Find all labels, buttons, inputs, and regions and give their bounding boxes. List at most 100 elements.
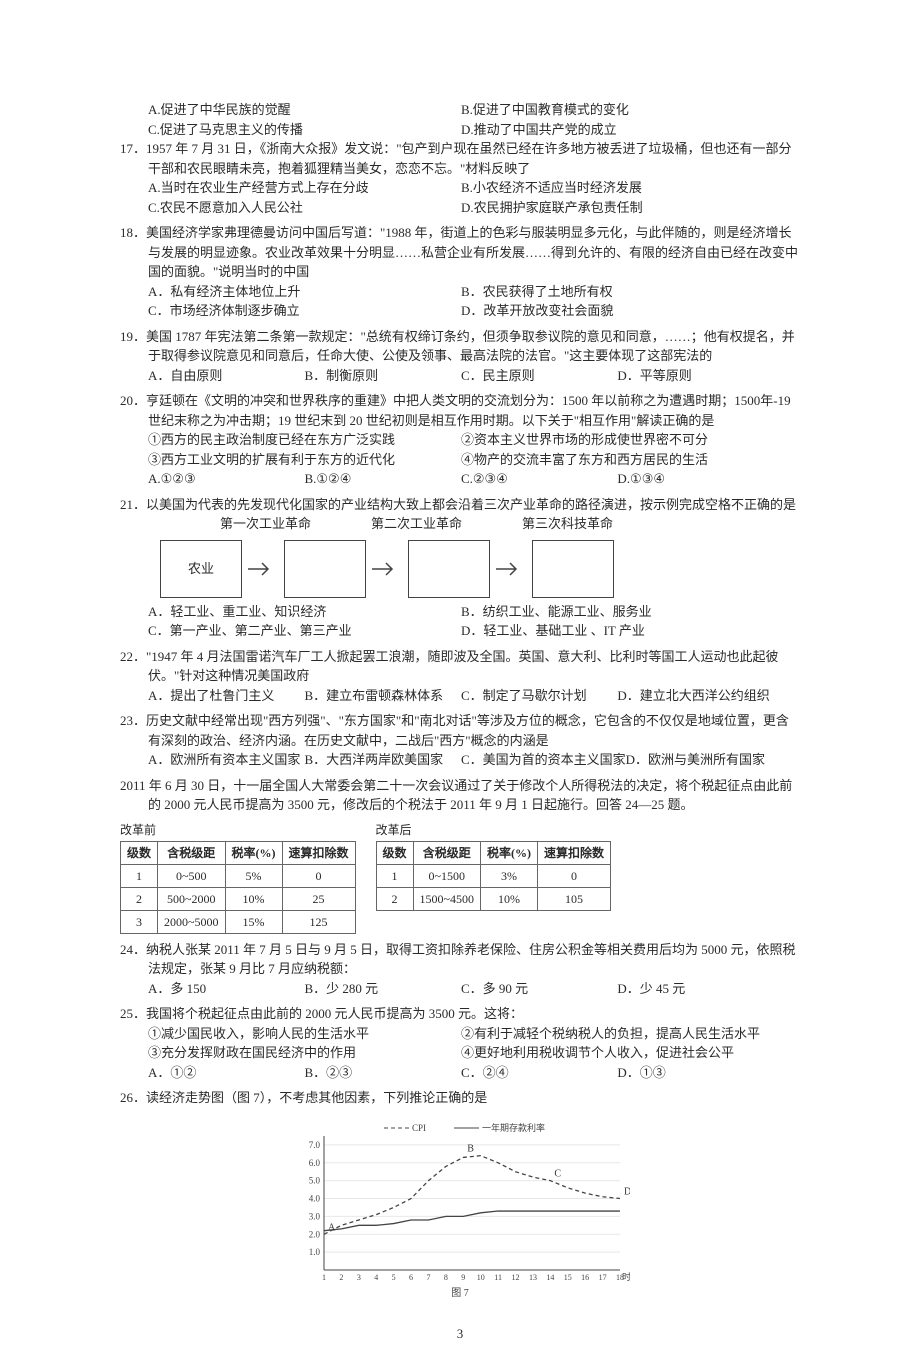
q17-opt-c: C.农民不愿意加入人民公社 [148,198,461,218]
q19-opt-d: D．平等原则 [617,366,773,386]
svg-text:13: 13 [529,1273,537,1282]
q18-options: A．私有经济主体地位上升 B．农民获得了土地所有权 C．市场经济体制逐步确立 D… [120,282,800,321]
svg-text:8: 8 [444,1273,448,1282]
q22: 22．"1947 年 4 月法国雷诺汽车厂工人掀起罢工浪潮，随即波及全国。英国、… [120,647,800,706]
q17-opt-b: B.小农经济不适应当时经济发展 [461,178,774,198]
q23-opt-c: C．美国为首的资本主义国家 [461,750,626,770]
table-cell: 500~2000 [158,887,226,910]
q26-stem: 26．读经济走势图（图 7），不考虑其他因素，下列推论正确的是 [120,1088,800,1108]
q17-opt-a: A.当时在农业生产经营方式上存在分歧 [148,178,461,198]
q16-opt-a: A.促进了中华民族的觉醒 [148,100,461,120]
table-cell: 1500~4500 [413,887,481,910]
q18: 18．美国经济学家弗理德曼访问中国后写道："1988 年，街道上的色彩与服装明显… [120,223,800,321]
svg-text:7: 7 [426,1273,430,1282]
table-row: 21500~450010%105 [376,887,611,910]
table-header: 级数 [376,841,413,864]
q20-opt-b: B.①②④ [304,469,460,489]
svg-text:4.0: 4.0 [309,1193,321,1203]
table-before-wrap: 改革前 级数含税级距税率(%)速算扣除数10~5005%02500~200010… [120,821,356,934]
q19-options: A．自由原则 B．制衡原则 C．民主原则 D．平等原则 [120,366,800,386]
svg-text:12: 12 [512,1273,520,1282]
q21-box-4 [532,540,614,598]
svg-text:A: A [328,1222,336,1233]
q21-box-3 [408,540,490,598]
svg-text:CPI: CPI [412,1123,426,1133]
q20-opt-a: A.①②③ [148,469,304,489]
svg-text:D: D [624,1186,630,1197]
q20-options: A.①②③ B.①②④ C.②③④ D.①③④ [120,469,800,489]
q25-statements: ①减少国民收入，影响人民的生活水平 ②有利于减轻个税纳税人的负担，提高人民生活水… [120,1024,800,1063]
table-cell: 125 [282,910,355,933]
q20-statements: ①西方的民主政治制度已经在东方广泛实践 ②资本主义世界市场的形成使世界密不可分 … [120,430,800,469]
q21-h3: 第三次科技革命 [522,514,613,534]
table-after-title: 改革后 [376,821,612,839]
arrow-icon [248,559,278,579]
q17-opt-d: D.农民拥护家庭联产承包责任制 [461,198,774,218]
svg-text:6: 6 [409,1273,413,1282]
q20-s1: ①西方的民主政治制度已经在东方广泛实践 [148,430,461,450]
arrow-icon [496,559,526,579]
q25-stem: 25．我国将个税起征点由此前的 2000 元人民币提高为 3500 元。这将： [120,1004,800,1024]
q21-diagram: 农业 [120,540,800,598]
table-row: 10~15003%0 [376,864,611,887]
svg-text:3.0: 3.0 [309,1211,321,1221]
q18-opt-b: B．农民获得了土地所有权 [461,282,774,302]
svg-text:17: 17 [599,1273,607,1282]
table-header: 税率(%) [481,841,538,864]
q17-options: A.当时在农业生产经营方式上存在分歧 B.小农经济不适应当时经济发展 C.农民不… [120,178,800,217]
q23-stem: 23．历史文献中经常出现"西方列强"、"东方国家"和"南北对话"等涉及方位的概念… [120,711,800,750]
q16-opt-b: B.促进了中国教育模式的变化 [461,100,774,120]
table-cell: 0~500 [158,864,226,887]
q21-opt-c: C．第一产业、第二产业、第三产业 [148,621,461,641]
q19: 19．美国 1787 年宪法第二条第一款规定："总统有权缔订条约，但须争取参议院… [120,327,800,386]
svg-text:时间: 时间 [622,1271,630,1282]
q16-options: A.促进了中华民族的觉醒 B.促进了中国教育模式的变化 C.促进了马克思主义的传… [120,100,800,139]
table-cell: 10% [481,887,538,910]
q23: 23．历史文献中经常出现"西方列强"、"东方国家"和"南北对话"等涉及方位的概念… [120,711,800,770]
q19-opt-c: C．民主原则 [461,366,617,386]
q17: 17．1957 年 7 月 31 日，《浙南大众报》发文说："包产到户现在虽然已… [120,139,800,217]
table-cell: 2 [376,887,413,910]
q20-opt-d: D.①③④ [617,469,773,489]
svg-text:2: 2 [339,1273,343,1282]
q20-s4: ④物产的交流丰富了东方和西方居民的生活 [461,450,774,470]
table-cell: 5% [225,864,282,887]
table-cell: 3% [481,864,538,887]
table-cell: 15% [225,910,282,933]
q18-opt-c: C．市场经济体制逐步确立 [148,301,461,321]
svg-text:图 7: 图 7 [451,1287,469,1298]
svg-text:2.0: 2.0 [309,1229,321,1239]
svg-text:3: 3 [357,1273,361,1282]
q21: 21．以美国为代表的先发现代化国家的产业结构大致上都会沿着三次产业革命的路径演进… [120,495,800,641]
svg-text:10: 10 [477,1273,485,1282]
table-before: 级数含税级距税率(%)速算扣除数10~5005%02500~200010%253… [120,841,356,934]
table-after: 级数含税级距税率(%)速算扣除数10~15003%021500~450010%1… [376,841,612,911]
table-row: 32000~500015%125 [121,910,356,933]
q25-options: A．①② B．②③ C．②④ D．①③ [120,1063,800,1083]
table-header: 级数 [121,841,158,864]
q23-opt-b: B．大西洋两岸欧美国家 [304,750,460,770]
table-header: 含税级距 [158,841,226,864]
q25-opt-b: B．②③ [304,1063,460,1083]
q19-opt-a: A．自由原则 [148,366,304,386]
svg-text:一年期存款利率: 一年期存款利率 [482,1122,545,1133]
q22-opt-d: D．建立北大西洋公约组织 [617,686,773,706]
table-cell: 0~1500 [413,864,481,887]
table-cell: 25 [282,887,355,910]
table-cell: 2 [121,887,158,910]
q20-s3: ③西方工业文明的扩展有利于东方的近代化 [148,450,461,470]
q22-stem: 22．"1947 年 4 月法国雷诺汽车厂工人掀起罢工浪潮，随即波及全国。英国、… [120,647,800,686]
q18-opt-a: A．私有经济主体地位上升 [148,282,461,302]
svg-text:14: 14 [546,1273,554,1282]
q25: 25．我国将个税起征点由此前的 2000 元人民币提高为 3500 元。这将： … [120,1004,800,1082]
svg-text:B: B [467,1143,474,1154]
q22-options: A．提出了杜鲁门主义 B．建立布雷顿森林体系 C．制定了马歇尔计划 D．建立北大… [120,686,800,706]
q26: 26．读经济走势图（图 7），不考虑其他因素，下列推论正确的是 1.02.03.… [120,1088,800,1298]
svg-text:6.0: 6.0 [309,1157,321,1167]
svg-text:4: 4 [374,1273,378,1282]
table-cell: 10% [225,887,282,910]
svg-text:7.0: 7.0 [309,1139,321,1149]
q16-opt-c: C.促进了马克思主义的传播 [148,120,461,140]
q21-options: A．轻工业、重工业、知识经济 B．纺织工业、能源工业、服务业 C．第一产业、第二… [120,602,800,641]
svg-text:5: 5 [392,1273,396,1282]
